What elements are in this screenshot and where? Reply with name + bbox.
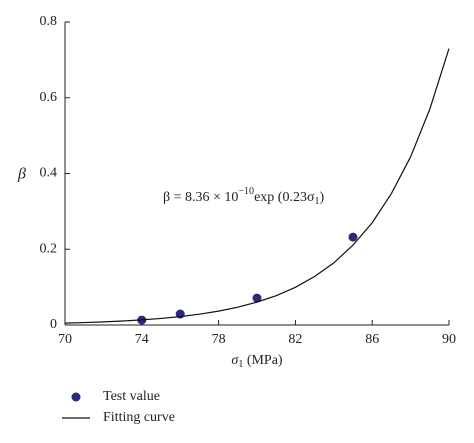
x-axis-label: σ1 (MPa)	[231, 353, 283, 370]
annotation-part: exp (0.23σ	[254, 190, 315, 205]
y-tick-label: 0.6	[40, 90, 58, 105]
test-point	[252, 293, 262, 303]
x-tick-label: 78	[212, 332, 226, 347]
y-tick-label: 0.4	[40, 166, 58, 181]
x-tick-label: 74	[135, 332, 149, 347]
x-tick-label: 90	[442, 332, 456, 347]
x-label-part: 1	[238, 359, 243, 370]
y-axis-label: β	[17, 166, 26, 183]
legend-label: Test value	[103, 389, 160, 404]
x-label-part: (MPa)	[243, 353, 283, 368]
y-tick-label: 0	[50, 317, 57, 332]
annotation-part: −10	[238, 186, 254, 197]
x-label-part: σ	[231, 353, 239, 368]
legend-label: Fitting curve	[103, 410, 175, 425]
annotation-part: 1	[315, 196, 320, 207]
x-tick-label: 70	[58, 332, 72, 347]
fitting-curve	[64, 48, 450, 324]
test-point	[348, 232, 358, 242]
x-tick-label: 82	[288, 332, 302, 347]
y-tick-label: 0.2	[40, 241, 58, 256]
annotation-part: )	[320, 190, 325, 205]
annotation-part: β = 8.36 × 10	[163, 190, 238, 205]
x-tick-label: 86	[365, 332, 379, 347]
annotation: β = 8.36 × 10−10exp (0.23σ1)	[163, 186, 325, 207]
legend-marker	[71, 392, 81, 402]
y-tick-label: 0.8	[40, 14, 58, 29]
